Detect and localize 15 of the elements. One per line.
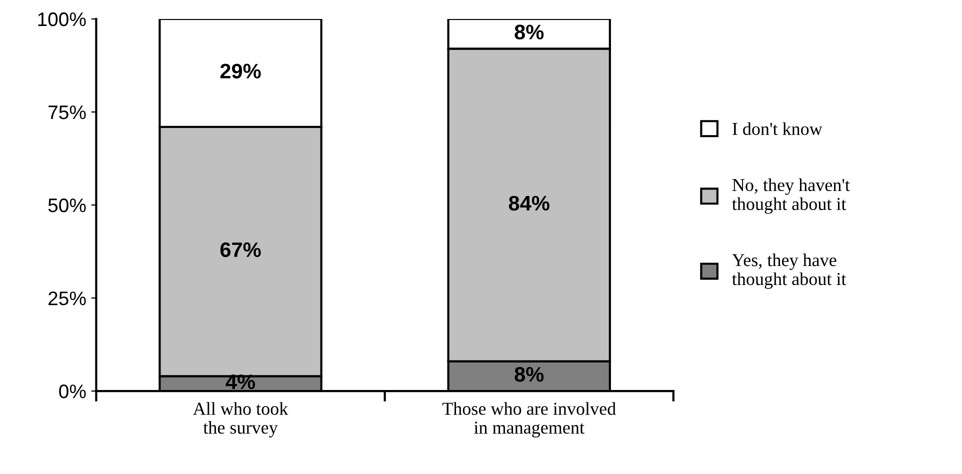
text: 8% bbox=[514, 367, 544, 382]
y-tick-label: 0% bbox=[59, 384, 86, 398]
text: 67% bbox=[220, 242, 261, 258]
y-tick-label: 75% bbox=[48, 106, 86, 120]
y-tick-label: 50% bbox=[48, 198, 86, 212]
y-tick-label: 100% bbox=[38, 12, 86, 26]
x-tick-label: Those who are involved in management bbox=[442, 402, 616, 438]
text: 8% bbox=[514, 24, 544, 40]
legend-label: No, they haven't thought about it bbox=[732, 178, 850, 214]
y-tick-label: 25% bbox=[48, 291, 86, 306]
legend-label: I don't know bbox=[732, 122, 822, 136]
x-tick-label: All who took the survey bbox=[193, 402, 288, 438]
legend-label: Yes, they have thought about it bbox=[732, 254, 846, 289]
text: 29% bbox=[220, 64, 261, 79]
text: 84% bbox=[508, 196, 550, 211]
